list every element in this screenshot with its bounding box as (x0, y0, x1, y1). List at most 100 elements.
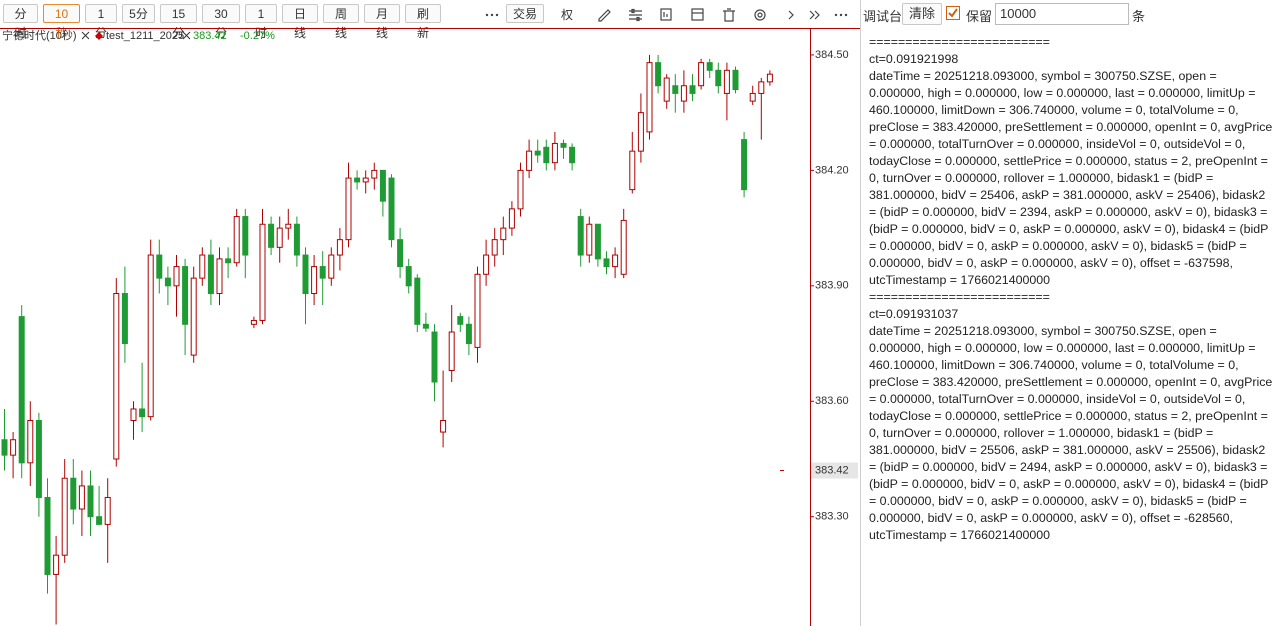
candle-body (397, 239, 404, 268)
keep-unit: 条 (1132, 9, 1146, 24)
close-icon[interactable] (182, 31, 191, 40)
clear-button[interactable]: 清除 (902, 3, 943, 25)
kline-chart: 宁德时代(10秒) test_1211_2025 383.42 -0.27% 3… (0, 28, 860, 626)
log-ct: ct=0.091931037 (869, 307, 959, 321)
period-button[interactable]: 5分 (122, 4, 155, 23)
candle-body (336, 239, 343, 256)
more-icon[interactable] (484, 6, 500, 22)
candle-body (173, 266, 180, 287)
more-icon[interactable] (834, 13, 848, 17)
candle-body (27, 420, 34, 464)
log-separator: ========================= (869, 290, 1050, 304)
candle-body (293, 223, 300, 256)
log-separator: ========================= (869, 35, 1050, 49)
candle-body (431, 331, 438, 383)
candle-body (414, 277, 421, 325)
toolbar: 分时 10秒 1分 5分 15分 30分 1时 日线 周线 月线 刷新 交易 权 (0, 0, 860, 40)
candle-body (758, 81, 765, 94)
log-body: dateTime = 20251218.093000, symbol = 300… (869, 69, 1273, 287)
candle-body (474, 273, 481, 348)
candle-body (147, 254, 154, 418)
close-icon[interactable] (81, 31, 90, 40)
y-tick-label: 384.50 (815, 49, 849, 61)
layout-icon[interactable] (691, 8, 704, 21)
rights-button[interactable]: 权 (561, 8, 574, 22)
period-button[interactable]: 10秒 (43, 4, 80, 40)
candle-body (534, 150, 541, 156)
last-icon[interactable] (809, 10, 820, 20)
settings-icon[interactable] (629, 8, 642, 22)
candle-body (465, 323, 472, 345)
candle-body (629, 150, 636, 191)
legend-symbol: 宁德时代(10秒) (2, 28, 77, 42)
period-button[interactable]: 30分 (202, 4, 240, 40)
period-button[interactable]: 日线 (282, 4, 318, 40)
log-entry: ========================= ct=0.091921998 d… (869, 34, 1274, 289)
candle-body (96, 516, 103, 525)
candle-body (1, 439, 8, 456)
next-icon[interactable] (788, 10, 794, 20)
candle-body (508, 208, 515, 229)
candle-body (543, 146, 550, 164)
candle-body (311, 266, 318, 295)
candle-body (164, 277, 171, 287)
candle-body (190, 277, 197, 356)
candle-body (199, 254, 206, 279)
candle-body (70, 477, 77, 510)
candle-body (388, 177, 395, 241)
view-icon[interactable] (754, 9, 766, 21)
candle-body (302, 254, 309, 295)
candle-body (242, 216, 249, 256)
candle-body (139, 408, 146, 418)
candle-body (672, 85, 679, 94)
candle-body (259, 223, 266, 321)
legend-price: 383.42 (193, 30, 227, 42)
keep-count-input[interactable]: 10000 (995, 3, 1129, 25)
period-button[interactable]: 15分 (160, 4, 197, 40)
candle-body (61, 477, 68, 556)
period-button[interactable]: 周线 (323, 4, 359, 40)
legend-change: -0.27% (240, 30, 275, 42)
candle-body (345, 177, 352, 241)
log-list: ========================= ct=0.091921998 d… (869, 34, 1274, 544)
delete-icon[interactable] (723, 8, 735, 22)
candle-body (328, 254, 335, 279)
indicator-icon[interactable] (660, 8, 672, 21)
draw-icon[interactable] (598, 9, 611, 22)
candle-body (18, 316, 25, 464)
candle-body (723, 69, 730, 94)
candle-body (371, 169, 378, 179)
candle-body (35, 420, 42, 498)
console-title: 调试台 (863, 9, 903, 24)
period-button[interactable]: 1分 (85, 4, 117, 40)
candle-body (207, 254, 214, 295)
candle-body (594, 223, 601, 260)
last-price-tag (811, 462, 858, 479)
candle-body (319, 266, 326, 279)
y-tick-label: 383.30 (815, 511, 849, 523)
period-button[interactable]: 月线 (364, 4, 400, 40)
candle-body (44, 496, 51, 575)
debug-console: 调试台 清除 保留 10000 条 ======================… (860, 0, 1279, 626)
candle-body (663, 77, 670, 102)
candle-body (517, 169, 524, 210)
candle-body (706, 62, 713, 71)
candle-body (379, 169, 386, 202)
log-body: dateTime = 20251218.093000, symbol = 300… (869, 324, 1273, 542)
candle-body (182, 266, 189, 325)
candle-body (10, 439, 17, 456)
candle-body (569, 146, 576, 164)
keep-checkbox[interactable] (946, 6, 961, 21)
candle-body (87, 485, 94, 518)
trade-button[interactable]: 交易 (506, 4, 544, 23)
candle-body (78, 485, 85, 510)
candle-body (233, 216, 240, 264)
period-button[interactable]: 1时 (245, 4, 277, 40)
period-button[interactable]: 分时 (3, 4, 38, 40)
candle-body (285, 223, 292, 229)
candle-body (612, 254, 619, 268)
candle-body (104, 496, 111, 525)
candle-body (113, 293, 120, 460)
period-button[interactable]: 刷新 (405, 4, 441, 40)
